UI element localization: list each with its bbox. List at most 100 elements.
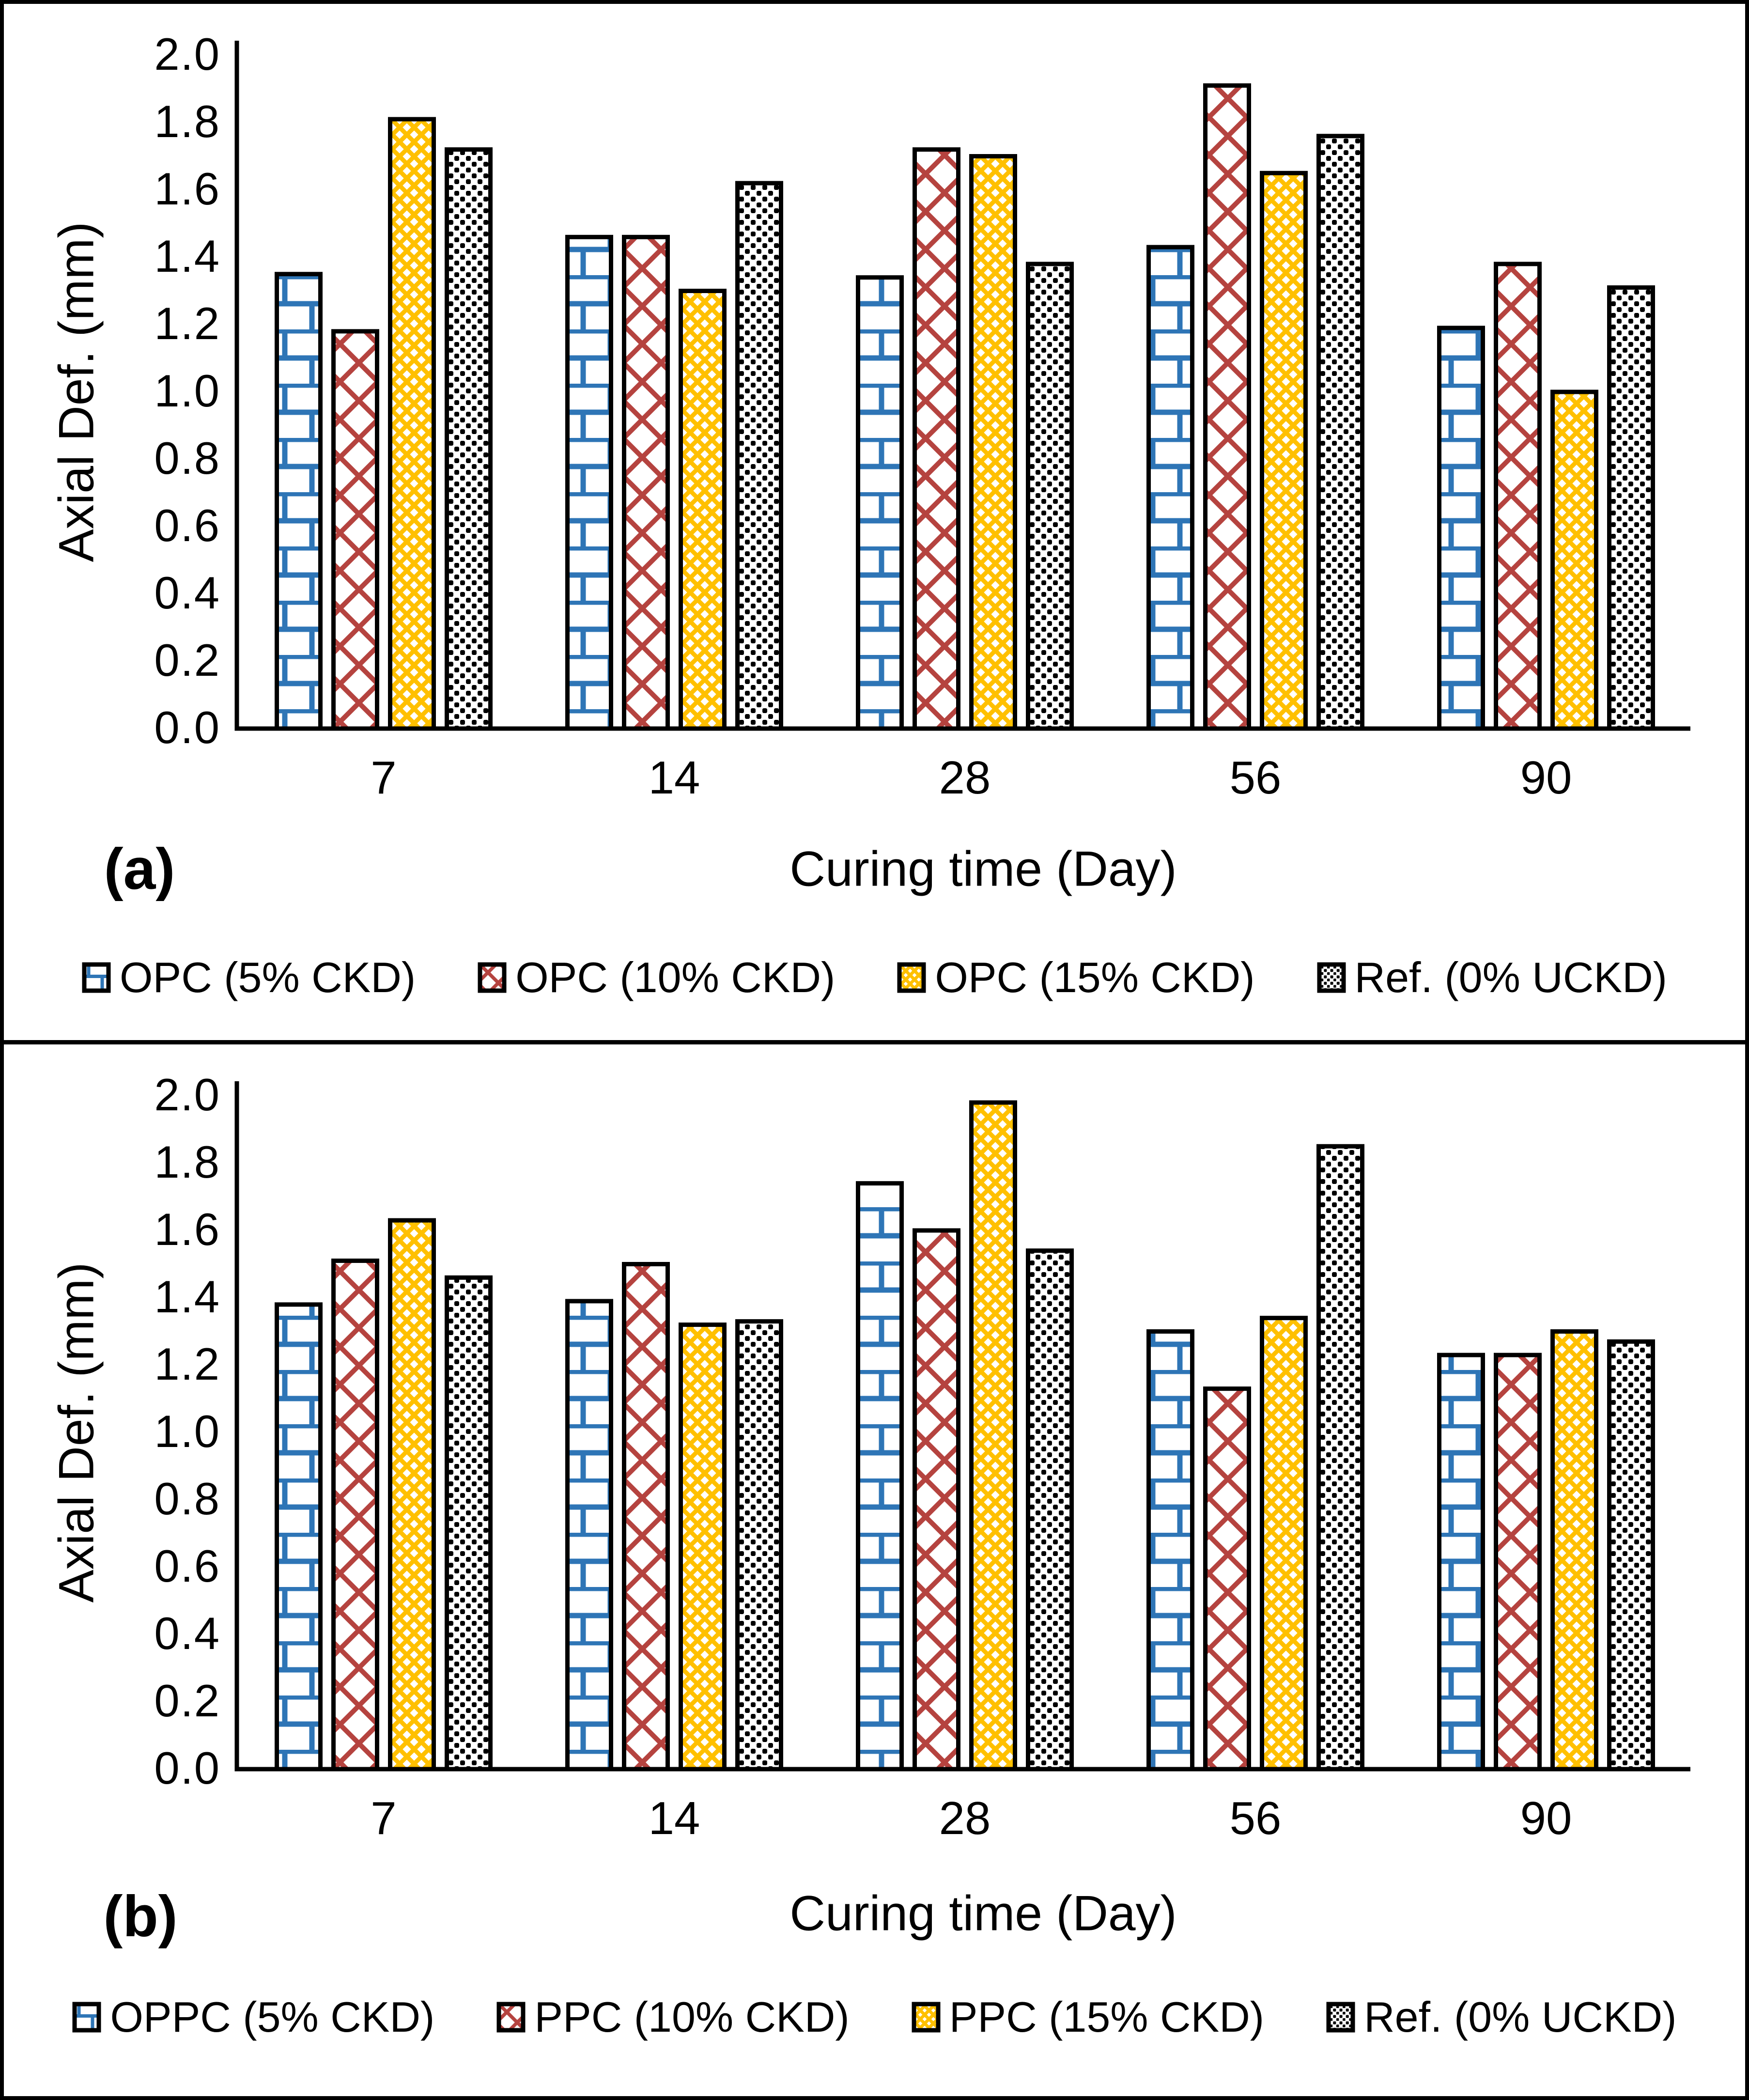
legend-label: Ref. (0% UCKD): [1354, 953, 1667, 1001]
y-tick-label: 0.8: [154, 1473, 220, 1524]
legend-swatch-dots-icon: [1326, 2002, 1355, 2033]
bar-a-day56-series3: [1316, 134, 1364, 731]
bar-b-day90-series3: [1607, 1339, 1655, 1772]
legend-swatch-rect: [72, 2002, 101, 2033]
bar-a-day7-series3: [445, 147, 493, 731]
y-tick-label: 0.2: [154, 1675, 220, 1727]
x-tick-label: 14: [648, 752, 700, 804]
legend-entry-2: OPC (15% CKD): [897, 953, 1255, 1001]
bar-a-day7-series0: [275, 272, 323, 731]
legend-b: OPPC (5% CKD) PPC (10% CKD) PPC (15% CKD) R…: [0, 1988, 1749, 2046]
bar-a-day28-series1: [913, 147, 960, 731]
bar-a-day90-series1: [1494, 262, 1542, 731]
bar-b-day7-series3: [445, 1275, 493, 1772]
legend-swatch-diamond-icon: [897, 962, 926, 993]
bar-b-day7-series0: [275, 1302, 323, 1772]
bar-a-day28-series2: [969, 154, 1017, 731]
legend-entry-2: PPC (15% CKD): [912, 1996, 1264, 2038]
legend-swatch-rect: [912, 2002, 941, 2033]
x-axis-title: Curing time (Day): [789, 1885, 1177, 1941]
x-tick-label: 7: [371, 752, 397, 804]
legend-label: OPC (10% CKD): [515, 953, 836, 1001]
x-tick-label: 28: [939, 1792, 991, 1844]
bar-a-day7-series1: [331, 329, 379, 731]
legend-entry-3: Ref. (0% UCKD): [1326, 1993, 1677, 2041]
legend-entry-0: OPPC (5% CKD): [72, 1996, 434, 2038]
bar-a-day7-series2: [388, 117, 436, 731]
legend-swatch-rect: [1326, 2002, 1355, 2033]
y-tick-label: 1.0: [154, 365, 220, 417]
x-tick-label: 56: [1229, 752, 1282, 804]
bar-a-day90-series2: [1550, 389, 1598, 731]
bar-b-day14-series3: [735, 1319, 783, 1772]
bar-b-day14-series1: [622, 1262, 670, 1772]
bar-a-day14-series0: [565, 234, 613, 731]
y-tick-label: 1.8: [154, 96, 220, 147]
bar-b-day28-series0: [856, 1181, 904, 1772]
bar-b-day28-series1: [913, 1228, 960, 1772]
x-tick-label: 28: [939, 752, 991, 804]
y-tick-label: 1.4: [154, 1271, 220, 1322]
bar-b-day7-series2: [388, 1218, 436, 1772]
x-tick-label: 56: [1229, 1792, 1282, 1844]
bar-a-day90-series3: [1607, 285, 1655, 731]
legend-swatch-crosshatch-icon: [478, 962, 507, 993]
x-tick-label: 90: [1520, 1792, 1572, 1844]
bar-a-day28-series0: [856, 275, 904, 731]
bar-a-day56-series2: [1260, 171, 1308, 731]
y-tick-label: 1.6: [154, 163, 220, 215]
plot-svg-a: [234, 41, 1690, 731]
legend-swatch-crosshatch-icon: [496, 2002, 526, 2033]
legend-label: PPC (15% CKD): [949, 1993, 1265, 2041]
legend-entry-3: Ref. (0% UCKD): [1317, 956, 1667, 999]
bar-a-day90-series0: [1437, 326, 1485, 731]
legend-label: OPC (15% CKD): [935, 953, 1255, 1001]
bar-b-day7-series1: [331, 1259, 379, 1772]
y-tick-label: 2.0: [154, 1069, 220, 1120]
panel-b: Axial Def. (mm) Curing time (Day) (b) OP…: [0, 1044, 1749, 2096]
bar-b-day90-series2: [1550, 1329, 1598, 1772]
bar-b-day90-series1: [1494, 1353, 1542, 1772]
bar-b-day14-series2: [679, 1322, 727, 1772]
bar-a-day14-series1: [622, 234, 670, 731]
y-tick-label: 2.0: [154, 29, 220, 80]
y-tick-label: 1.2: [154, 1338, 220, 1390]
bar-a-day56-series0: [1146, 245, 1194, 731]
y-tick-label: 0.8: [154, 433, 220, 484]
legend-label: PPC (10% CKD): [534, 1993, 850, 2041]
legend-swatch-rect: [82, 962, 111, 993]
legend-a: OPC (5% CKD) OPC (10% CKD) OPC (15% CKD) Re…: [0, 949, 1749, 1007]
bar-a-day14-series3: [735, 181, 783, 731]
bar-b-day28-series3: [1026, 1248, 1074, 1772]
legend-label: Ref. (0% UCKD): [1364, 1993, 1677, 2041]
bar-b-day56-series2: [1260, 1316, 1308, 1772]
y-tick-label: 1.0: [154, 1406, 220, 1457]
y-tick-label: 0.4: [154, 1608, 220, 1659]
legend-entry-1: OPC (10% CKD): [478, 956, 835, 999]
bar-b-day56-series3: [1316, 1144, 1364, 1772]
legend-swatch-rect: [1317, 962, 1346, 993]
bar-b-day14-series0: [565, 1299, 613, 1772]
legend-label: OPPC (5% CKD): [110, 1993, 435, 2041]
bar-a-day28-series3: [1026, 262, 1074, 731]
bar-b-day28-series2: [969, 1100, 1017, 1772]
x-tick-label: 14: [648, 1792, 700, 1844]
legend-label: OPC (5% CKD): [120, 953, 416, 1001]
y-tick-label: 0.6: [154, 1540, 220, 1592]
legend-swatch-dots-icon: [1317, 962, 1346, 993]
y-tick-label: 0.6: [154, 500, 220, 551]
panel-a: Axial Def. (mm) Curing time (Day) (a) OP…: [0, 4, 1749, 1040]
legend-swatch-rect: [897, 962, 926, 993]
legend-entry-0: OPC (5% CKD): [82, 956, 416, 999]
bar-a-day56-series1: [1203, 83, 1251, 731]
y-tick-label: 1.2: [154, 298, 220, 349]
bar-b-day56-series0: [1146, 1329, 1194, 1772]
legend-swatch-brick-icon: [82, 962, 111, 993]
bar-a-day14-series2: [679, 289, 727, 731]
legend-swatch-rect: [478, 962, 507, 993]
legend-entry-1: PPC (10% CKD): [496, 1993, 850, 2041]
y-tick-label: 0.4: [154, 567, 220, 619]
x-tick-label: 7: [371, 1792, 397, 1844]
y-tick-label: 1.8: [154, 1136, 220, 1188]
x-tick-label: 90: [1520, 752, 1572, 804]
